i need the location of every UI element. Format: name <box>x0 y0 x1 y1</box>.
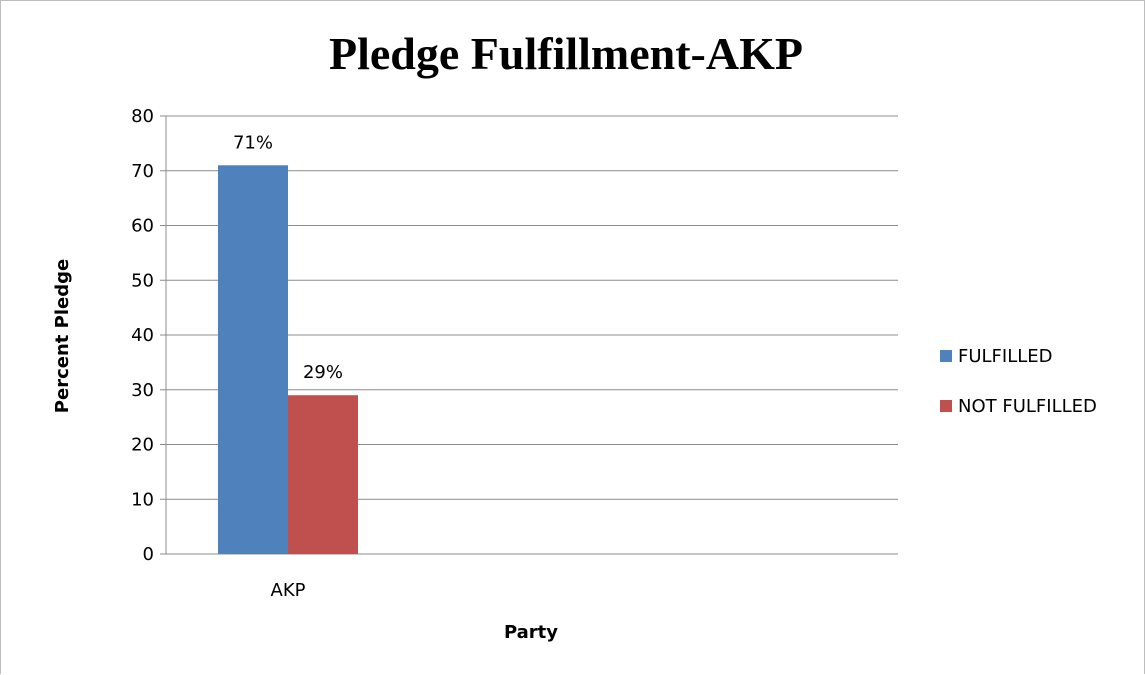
y-tick-label: 10 <box>131 489 154 510</box>
y-tick-label: 60 <box>131 216 154 237</box>
legend-label: NOT FULFILLED <box>958 396 1097 417</box>
legend-swatch <box>940 400 952 412</box>
bar-not-fulfilled <box>288 395 358 554</box>
y-tick-label: 70 <box>131 161 154 182</box>
y-tick-label: 40 <box>131 325 154 346</box>
y-tick-label: 0 <box>143 544 154 565</box>
y-axis-title: Percent Pledge <box>52 259 73 413</box>
y-tick-label: 20 <box>131 435 154 456</box>
x-axis-title: Party <box>504 622 558 643</box>
data-label: 29% <box>303 362 343 383</box>
data-labels: 71% 29% <box>233 132 343 383</box>
legend-swatch <box>940 350 952 362</box>
legend-label: FULFILLED <box>958 346 1053 367</box>
x-axis-ticks: AKP <box>271 580 306 601</box>
bars <box>218 165 358 554</box>
bar-fulfilled <box>218 165 288 554</box>
y-axis-ticks: 0 10 20 30 40 50 60 70 80 <box>131 106 154 565</box>
data-label: 71% <box>233 132 273 153</box>
y-tick-label: 80 <box>131 106 154 127</box>
y-tick-label: 50 <box>131 270 154 291</box>
legend: FULFILLED NOT FULFILLED <box>940 346 1097 417</box>
y-tick-label: 30 <box>131 380 154 401</box>
x-tick-label: AKP <box>271 580 306 601</box>
chart-title: Pledge Fulfillment-AKP <box>329 28 803 79</box>
